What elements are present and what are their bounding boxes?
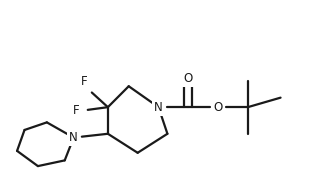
Text: O: O [184, 72, 193, 85]
Text: N: N [154, 101, 163, 114]
Text: F: F [73, 104, 79, 117]
Text: N: N [69, 131, 78, 144]
Text: O: O [214, 101, 223, 114]
Text: F: F [80, 75, 87, 88]
